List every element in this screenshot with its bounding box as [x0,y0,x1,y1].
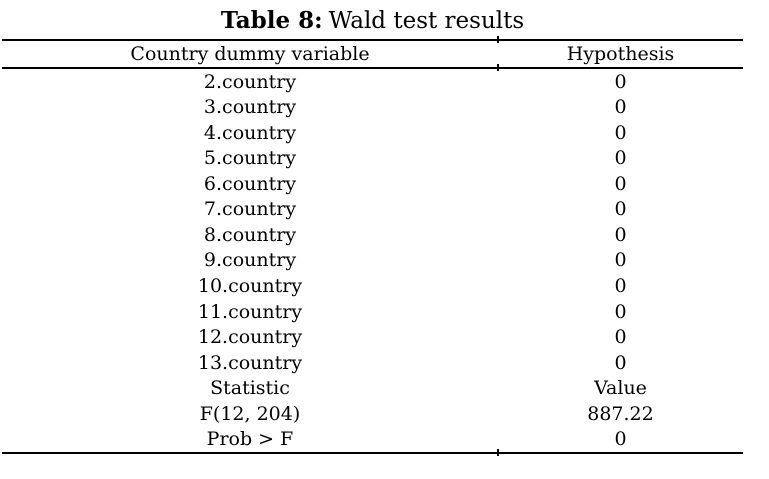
table-row: 7.country 0 [2,197,743,223]
country-cell: 3.country [203,96,297,119]
table-row: Statistic Value [2,375,743,401]
table-row: 4.country 0 [2,120,743,146]
table-row: 13.country 0 [2,350,743,376]
hypothesis-cell: 0 [614,198,627,221]
table-row: Prob > F 0 [2,426,743,452]
country-cell: 7.country [203,198,297,221]
table-number: Table 8: [220,7,323,34]
bottom-rule [2,452,743,454]
country-cell: Statistic [210,377,290,400]
country-cell: 10.country [197,275,303,298]
hypothesis-cell: Value [594,377,647,400]
country-cell: F(12, 204) [199,402,301,425]
top-rule [2,39,743,41]
country-cell: 12.country [197,326,303,349]
country-cell: 13.country [197,351,303,374]
country-cell: 4.country [203,121,297,144]
country-cell: 11.country [197,300,303,323]
table-row: 5.country 0 [2,146,743,172]
table-row: 6.country 0 [2,171,743,197]
column-header-country-dummy: Country dummy variable [130,43,370,65]
hypothesis-cell: 0 [614,147,627,170]
hypothesis-cell: 0 [614,96,627,119]
table-row: 10.country 0 [2,273,743,299]
country-cell: Prob > F [206,428,294,451]
hypothesis-cell: 0 [614,326,627,349]
hypothesis-cell: 0 [614,223,627,246]
hypothesis-cell: 0 [614,121,627,144]
column-divider-tick [497,449,499,456]
country-cell: 6.country [203,172,297,195]
column-divider-tick [497,36,499,43]
hypothesis-cell: 0 [614,172,627,195]
hypothesis-cell: 0 [614,275,627,298]
column-header-hypothesis: Hypothesis [566,43,675,65]
table-row: 2.country 0 [2,69,743,95]
table-row: 12.country 0 [2,324,743,350]
country-cell: 9.country [203,249,297,272]
header-rule [2,67,743,69]
column-divider-tick [497,64,499,71]
hypothesis-cell: 0 [614,351,627,374]
table-row: 9.country 0 [2,248,743,274]
table-row: F(12, 204) 887.22 [2,401,743,427]
table-header-row: Country dummy variable Hypothesis [2,41,743,67]
table-title-text: Wald test results [328,8,525,34]
hypothesis-cell: 0 [614,70,627,93]
table-row: 11.country 0 [2,299,743,325]
hypothesis-cell: 0 [614,428,627,451]
table-caption: Table 8: Wald test results [2,5,743,37]
country-cell: 2.country [203,70,297,93]
table-body: 2.country 0 3.country 0 4.country 0 5.co… [2,69,743,452]
hypothesis-cell: 0 [614,300,627,323]
country-cell: 8.country [203,223,297,246]
table-row: 3.country 0 [2,95,743,121]
table-row: 8.country 0 [2,222,743,248]
country-cell: 5.country [203,147,297,170]
hypothesis-cell: 0 [614,249,627,272]
hypothesis-cell: 887.22 [587,402,654,425]
